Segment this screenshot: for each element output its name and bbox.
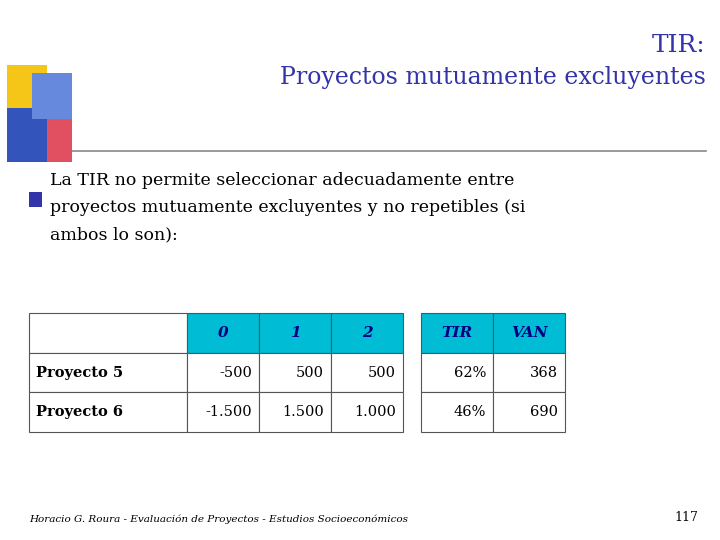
Text: Horacio G. Roura - Evaluación de Proyectos - Estudios Socioeconómicos: Horacio G. Roura - Evaluación de Proyect… xyxy=(29,514,408,524)
Text: TIR: TIR xyxy=(441,326,473,340)
FancyBboxPatch shape xyxy=(421,353,493,393)
FancyBboxPatch shape xyxy=(32,108,72,162)
FancyBboxPatch shape xyxy=(7,65,47,119)
FancyBboxPatch shape xyxy=(187,313,259,353)
FancyBboxPatch shape xyxy=(29,353,187,393)
Text: Proyecto 6: Proyecto 6 xyxy=(36,405,123,419)
Text: 1.500: 1.500 xyxy=(282,405,324,419)
FancyBboxPatch shape xyxy=(331,393,403,432)
Text: 500: 500 xyxy=(368,366,396,380)
Text: 0: 0 xyxy=(218,326,228,340)
Text: 690: 690 xyxy=(530,405,558,419)
Text: 117: 117 xyxy=(675,511,698,524)
Text: Proyecto 5: Proyecto 5 xyxy=(36,366,123,380)
Text: La TIR no permite seleccionar adecuadamente entre: La TIR no permite seleccionar adecuadame… xyxy=(50,172,515,189)
FancyBboxPatch shape xyxy=(187,393,259,432)
FancyBboxPatch shape xyxy=(187,353,259,393)
Text: 368: 368 xyxy=(530,366,558,380)
Text: 1: 1 xyxy=(290,326,300,340)
FancyBboxPatch shape xyxy=(32,73,72,119)
Text: 2: 2 xyxy=(362,326,372,340)
FancyBboxPatch shape xyxy=(331,353,403,393)
FancyBboxPatch shape xyxy=(7,108,47,162)
Text: 1.000: 1.000 xyxy=(354,405,396,419)
FancyBboxPatch shape xyxy=(259,313,331,353)
FancyBboxPatch shape xyxy=(29,192,42,207)
FancyBboxPatch shape xyxy=(493,393,565,432)
Text: 46%: 46% xyxy=(454,405,486,419)
Text: 500: 500 xyxy=(296,366,324,380)
FancyBboxPatch shape xyxy=(493,353,565,393)
Text: -500: -500 xyxy=(219,366,252,380)
FancyBboxPatch shape xyxy=(421,313,493,353)
FancyBboxPatch shape xyxy=(259,353,331,393)
Text: Proyectos mutuamente excluyentes: Proyectos mutuamente excluyentes xyxy=(280,66,706,89)
Text: -1.500: -1.500 xyxy=(205,405,252,419)
FancyBboxPatch shape xyxy=(29,313,187,353)
FancyBboxPatch shape xyxy=(259,393,331,432)
FancyBboxPatch shape xyxy=(29,393,187,432)
FancyBboxPatch shape xyxy=(331,313,403,353)
Text: proyectos mutuamente excluyentes y no repetibles (si: proyectos mutuamente excluyentes y no re… xyxy=(50,199,526,216)
Text: 62%: 62% xyxy=(454,366,486,380)
Text: ambos lo son):: ambos lo son): xyxy=(50,226,178,243)
Text: TIR:: TIR: xyxy=(652,33,706,57)
FancyBboxPatch shape xyxy=(493,313,565,353)
Text: VAN: VAN xyxy=(511,326,547,340)
FancyBboxPatch shape xyxy=(421,393,493,432)
